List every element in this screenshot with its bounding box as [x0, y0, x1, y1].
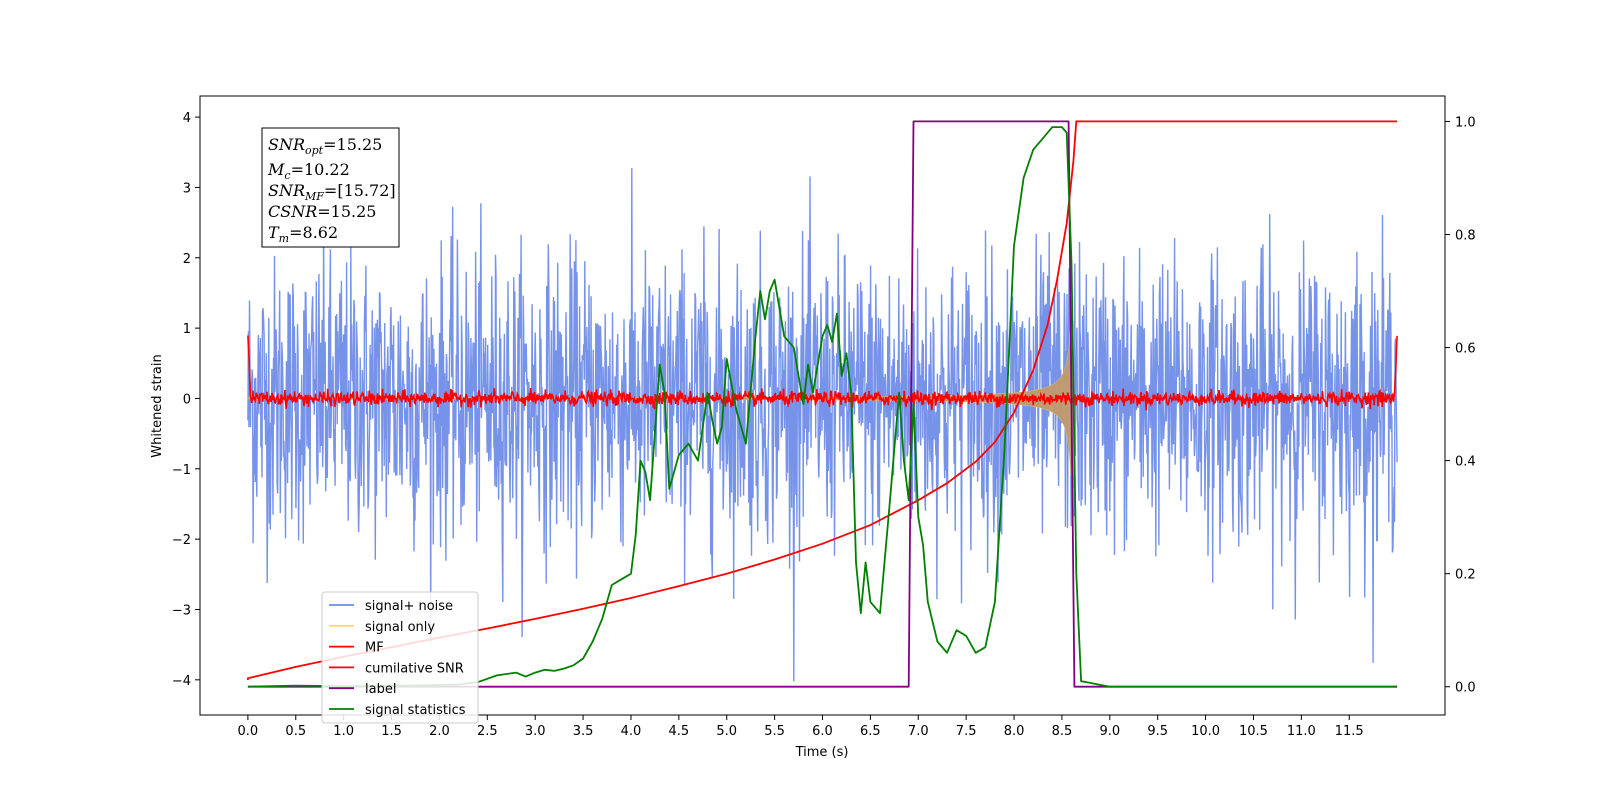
y-tick-label: −3 [172, 603, 191, 618]
legend-entry: signal+ noise [365, 599, 453, 614]
legend: signal+ noise signal only MF cumilative SNR… [321, 591, 479, 724]
y-right-tick-label: 0.8 [1455, 228, 1476, 243]
series-signal-statistics [247, 126, 1398, 688]
legend-entry: cumilative SNR [365, 661, 464, 676]
y-right-tick-label: 0.0 [1455, 681, 1476, 696]
x-tick-label: 3.0 [525, 724, 546, 739]
x-tick-label: 10.0 [1191, 724, 1220, 739]
y-tick-label: −4 [172, 674, 191, 689]
x-tick-label: 7.0 [908, 724, 929, 739]
x-tick-label: 6.0 [812, 724, 833, 739]
x-tick-label: 11.0 [1287, 724, 1316, 739]
y-right-tick-label: 0.4 [1455, 455, 1476, 470]
x-tick-label: 0.0 [238, 724, 259, 739]
x-tick-label: 9.5 [1147, 724, 1168, 739]
y-axis-left: 4 3 2 1 0 −1 −2 −3 −4 [172, 111, 200, 689]
x-tick-label: 9.0 [1099, 724, 1120, 739]
y-tick-label: 1 [183, 322, 191, 337]
series-layer [247, 120, 1398, 688]
x-tick-label: 10.5 [1239, 724, 1268, 739]
x-tick-label: 5.5 [764, 724, 785, 739]
x-tick-label: 0.5 [285, 724, 306, 739]
annotation-box: SNRopt=15.25 Mc=10.22 SNRMF=[15.72] CSNR… [261, 127, 400, 248]
y-axis-right: 1.0 0.8 0.6 0.4 0.2 0.0 [1445, 115, 1476, 696]
series-mf [247, 335, 1398, 411]
annotation-frame [261, 127, 400, 248]
x-tick-label: 5.0 [716, 724, 737, 739]
x-tick-label: 7.5 [956, 724, 977, 739]
annotation-csnr: CSNR=15.25 [268, 202, 376, 221]
x-tick-label: 6.5 [860, 724, 881, 739]
x-axis-label: Time (s) [795, 745, 849, 760]
annotation-snr-mf: SNRMF=[15.72] [268, 181, 396, 203]
x-tick-label: 8.0 [1004, 724, 1025, 739]
x-tick-label: 1.0 [333, 724, 354, 739]
legend-entry: signal statistics [365, 703, 466, 718]
series-signal-noise [247, 168, 1398, 682]
x-tick-label: 11.5 [1335, 724, 1364, 739]
y-tick-label: 4 [183, 111, 191, 126]
legend-entry: label [365, 682, 396, 697]
y-tick-label: −2 [172, 533, 191, 548]
y-tick-label: 3 [183, 181, 191, 196]
y-axis-label: Whitened strain [150, 354, 165, 457]
y-right-tick-label: 1.0 [1455, 115, 1476, 130]
x-tick-label: 3.5 [573, 724, 594, 739]
annotation-mc: Mc=10.22 [267, 160, 350, 182]
x-tick-label: 4.0 [621, 724, 642, 739]
y-right-tick-label: 0.6 [1455, 342, 1476, 357]
x-tick-label: 1.5 [381, 724, 402, 739]
y-right-tick-label: 0.2 [1455, 568, 1476, 583]
y-tick-label: 2 [183, 252, 191, 267]
legend-entry: MF [365, 641, 384, 656]
x-tick-label: 2.5 [477, 724, 498, 739]
x-tick-label: 8.5 [1052, 724, 1073, 739]
y-tick-label: −1 [172, 463, 191, 478]
legend-frame [321, 591, 479, 724]
annotation-snr-opt: SNRopt=15.25 [268, 135, 382, 157]
legend-entry: signal only [365, 620, 435, 635]
annotation-tm: Tm=8.62 [268, 223, 338, 245]
y-tick-label: 0 [183, 392, 191, 407]
x-tick-label: 2.0 [429, 724, 450, 739]
x-tick-label: 4.5 [669, 724, 690, 739]
x-axis: 0.0 0.5 1.0 1.5 2.0 2.5 3.0 3.5 4.0 4.5 5.0 5.5 6.0 6… [238, 715, 1364, 739]
